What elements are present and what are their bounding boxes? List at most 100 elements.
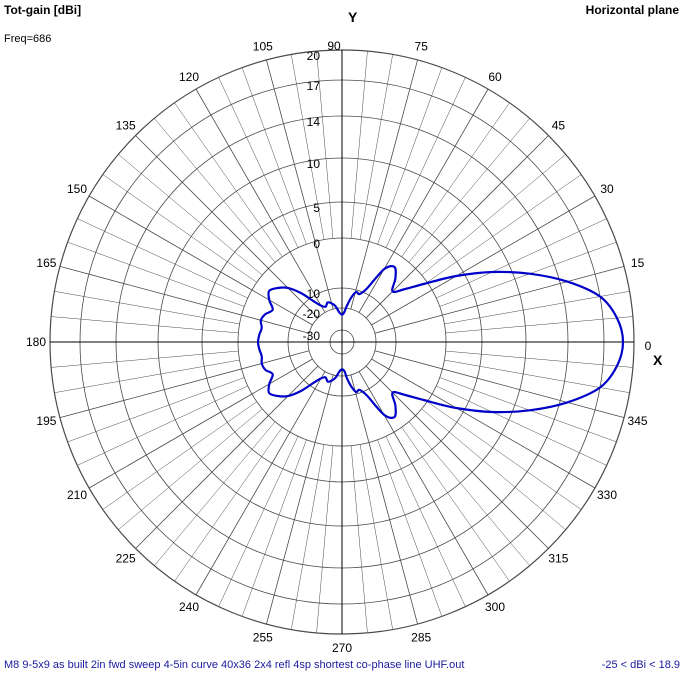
angle-tick-label: 120 <box>179 70 199 84</box>
angle-tick-label: 165 <box>36 256 56 270</box>
angle-tick-label: 330 <box>597 488 617 502</box>
grid-spoke-minor <box>436 385 607 466</box>
grid-spoke-minor <box>377 439 443 617</box>
radial-tick-label: 14 <box>307 115 321 129</box>
angle-tick-label: 195 <box>36 414 56 428</box>
grid-spoke-minor <box>67 377 245 443</box>
grid-spoke-minor <box>421 408 566 530</box>
grid-spoke-minor <box>445 350 633 368</box>
grid-spoke-minor <box>377 67 443 245</box>
grid-spoke-major <box>358 371 489 596</box>
grid-spoke-major <box>374 266 625 334</box>
grid-spoke-major <box>365 365 549 549</box>
angle-tick-label: 75 <box>415 39 429 53</box>
grid-spoke-minor <box>350 51 368 239</box>
grid-spoke-minor <box>218 77 299 248</box>
grid-spoke-major <box>59 350 310 418</box>
grid-spoke-minor <box>154 118 276 263</box>
grid-spoke-major <box>88 358 313 489</box>
radial-tick-label: 0 <box>313 237 320 251</box>
grid-spoke-major <box>358 88 489 313</box>
grid-spoke-minor <box>54 359 240 393</box>
grid-spoke-minor <box>241 67 307 245</box>
angle-tick-label: 315 <box>548 551 568 565</box>
grid-spoke-major <box>266 59 334 310</box>
grid-spoke-major <box>135 135 319 319</box>
grid-spoke-major <box>365 135 549 319</box>
angle-tick-label: 345 <box>628 414 648 428</box>
angle-tick-label: 45 <box>552 119 566 133</box>
grid-spoke-minor <box>218 436 299 607</box>
grid-spoke-major <box>266 374 334 625</box>
grid-spoke-minor <box>174 427 283 582</box>
grid-spoke-major <box>88 195 313 326</box>
grid-spoke-minor <box>316 445 334 633</box>
radial-tick-label: 17 <box>307 79 321 93</box>
chart-title: Tot-gain [dBi] <box>4 3 82 17</box>
grid-spoke-minor <box>436 218 607 299</box>
grid-spoke-minor <box>118 408 263 530</box>
grid-spoke-minor <box>316 51 334 239</box>
grid-spoke-minor <box>118 154 263 276</box>
angle-tick-label: 105 <box>253 39 273 53</box>
grid-spoke-minor <box>445 316 633 334</box>
grid-spoke-major <box>371 195 596 326</box>
tick-labels: XY01530456075901051201351501651801952102… <box>26 9 663 655</box>
radial-tick-label: -20 <box>303 307 321 321</box>
grid-spoke-minor <box>77 218 248 299</box>
angle-tick-label: 90 <box>327 39 341 53</box>
grid-spoke-minor <box>350 445 368 633</box>
grid-spoke-minor <box>408 421 530 566</box>
angle-tick-label: 135 <box>116 119 136 133</box>
grid-spoke-major <box>350 374 418 625</box>
plane-label: Horizontal plane <box>585 3 679 17</box>
source-file-label: M8 9-5x9 as built 2in fwd sweep 4-5in cu… <box>4 659 465 671</box>
grid-spoke-major <box>350 59 418 310</box>
angle-tick-label: 240 <box>179 600 199 614</box>
angle-tick-label: 30 <box>600 182 614 196</box>
radial-tick-label: 5 <box>313 201 320 215</box>
angle-tick-label: 150 <box>67 182 87 196</box>
radial-tick-label: 20 <box>307 49 321 63</box>
frequency-label: Freq=686 <box>4 33 52 45</box>
angle-tick-label: 15 <box>631 256 645 270</box>
angle-tick-label: 180 <box>26 335 46 349</box>
grid-spoke-minor <box>401 427 510 582</box>
grid-spoke-minor <box>102 401 257 510</box>
grid-spoke-minor <box>385 77 466 248</box>
grid-spoke-major <box>374 350 625 418</box>
pattern-line <box>256 265 625 419</box>
grid-spoke-minor <box>359 444 393 630</box>
grid-spoke-minor <box>67 241 245 307</box>
angle-tick-label: 270 <box>332 641 352 655</box>
polar-axes <box>50 50 634 634</box>
grid-spoke-minor <box>291 444 325 630</box>
grid-spoke-minor <box>401 102 510 257</box>
grid-spoke-minor <box>427 401 582 510</box>
grid-spoke-minor <box>421 154 566 276</box>
angle-tick-label: 225 <box>116 551 136 565</box>
radial-tick-label: 10 <box>307 157 321 171</box>
grid-spoke-minor <box>359 54 393 240</box>
grid-spoke-minor <box>51 316 239 334</box>
angle-tick-label: 255 <box>253 631 273 645</box>
angle-tick-label: 210 <box>67 488 87 502</box>
grid-spoke-major <box>135 365 319 549</box>
grid-spoke-minor <box>54 291 240 325</box>
angle-tick-label: 285 <box>411 631 431 645</box>
y-axis-label: Y <box>348 9 358 25</box>
grid-spoke-minor <box>241 439 307 617</box>
grid-spoke-minor <box>51 350 239 368</box>
angle-tick-label: 0 <box>645 339 652 353</box>
grid-spoke-minor <box>102 174 257 283</box>
x-axis-label: X <box>653 352 663 368</box>
angle-tick-label: 300 <box>485 600 505 614</box>
grid-spoke-minor <box>408 118 530 263</box>
grid-spoke-major <box>371 358 596 489</box>
angle-tick-label: 60 <box>488 70 502 84</box>
pattern-series <box>256 265 625 419</box>
grid-spoke-minor <box>291 54 325 240</box>
grid-spoke-minor <box>174 102 283 257</box>
gain-range-label: -25 < dBi < 18.9 <box>601 659 680 671</box>
